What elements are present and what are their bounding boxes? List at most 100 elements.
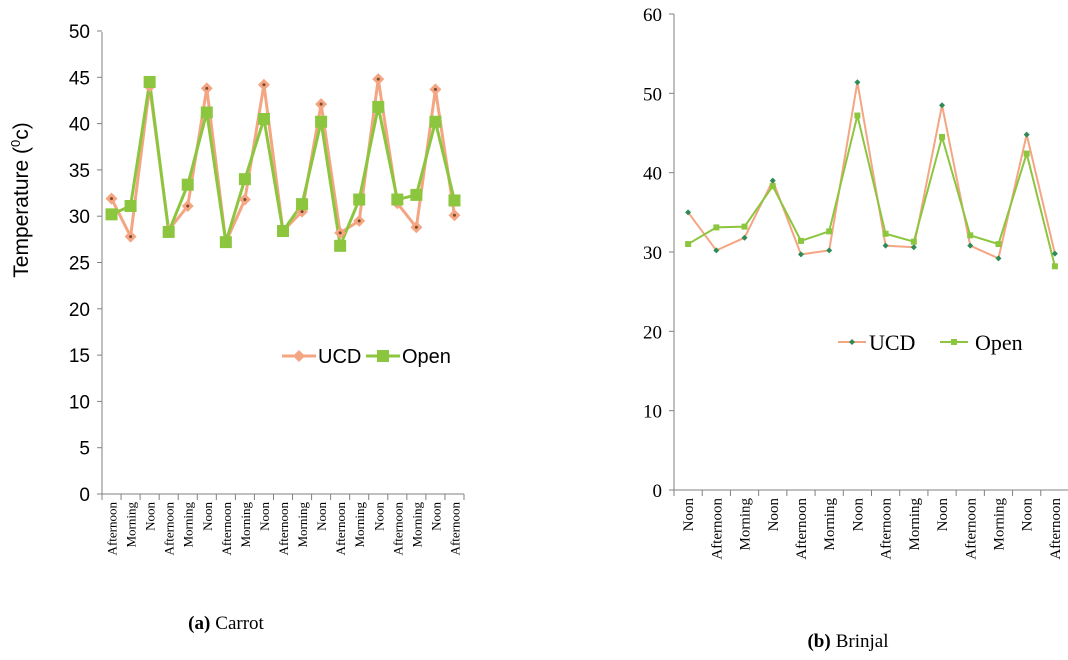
data-point-ucd: [1051, 250, 1058, 257]
legend-open-label: Open: [975, 330, 1023, 355]
data-point-center: [205, 86, 209, 90]
legend-ucd-marker: [849, 339, 855, 345]
data-point-center: [129, 235, 133, 239]
x-tick-label: Afternoon: [794, 498, 810, 560]
y-tick-label: 0: [79, 485, 90, 506]
x-tick-label: Noon: [1020, 498, 1036, 532]
data-point-open: [277, 225, 289, 238]
data-point-ucd: [826, 247, 833, 254]
y-tick-label: 0: [653, 481, 663, 502]
legend: UCD Open: [838, 330, 1023, 355]
data-point-open: [797, 237, 804, 244]
y-tick-label: 40: [643, 164, 662, 185]
series-line-ucd: [110, 78, 456, 248]
data-point-open: [238, 173, 251, 186]
data-point-open: [769, 183, 776, 190]
caption-carrot: (a) Carrot: [188, 613, 264, 634]
data-point-open: [200, 106, 213, 119]
data-point-ucd: [713, 247, 720, 254]
data-point-open: [910, 238, 917, 245]
chart-carrot: 0 5 10 15 20 25 30 35 40 45 50 Afternoon Morning Noo…: [8, 22, 465, 634]
x-tick-label: Afternoon: [963, 498, 979, 560]
x-tick-label: Afternoon: [276, 502, 291, 556]
x-tick-label: Afternoon: [333, 502, 348, 556]
y-tick-label: 20: [643, 322, 662, 343]
data-point-center: [357, 219, 361, 223]
x-tick-label: Noon: [850, 498, 866, 532]
legend-open-marker: [377, 350, 389, 362]
data-point-open: [741, 223, 748, 230]
data-point-open: [448, 194, 461, 207]
series-line-open: [687, 115, 1056, 267]
x-tick-label: Noon: [143, 502, 158, 531]
data-point-open: [257, 112, 270, 125]
y-tick-label: 25: [69, 254, 90, 275]
data-point-open: [296, 198, 309, 211]
data-point-center: [319, 102, 323, 106]
data-point-open: [967, 232, 974, 239]
data-point-ucd: [939, 102, 946, 109]
data-point-ucd: [882, 242, 889, 249]
data-point-open: [939, 133, 946, 140]
data-point-open: [713, 224, 720, 231]
data-point-center: [414, 225, 418, 229]
x-tick-label: Morning: [124, 502, 139, 548]
y-tick-label: 40: [69, 115, 90, 136]
x-tick-label: Morning: [991, 498, 1007, 551]
data-point-open: [882, 230, 889, 237]
data-point-open: [391, 193, 404, 206]
data-point-open: [826, 228, 833, 235]
x-tick-label: Noon: [428, 502, 443, 531]
data-point-open: [854, 112, 861, 119]
data-point-open: [315, 115, 328, 128]
x-tick-label: Afternoon: [390, 502, 405, 556]
x-tick-label: Afternoon: [105, 502, 120, 556]
y-tick-label: 60: [643, 5, 662, 26]
data-point-ucd: [685, 209, 692, 216]
data-point-open: [219, 236, 232, 249]
x-tick-label: Noon: [681, 498, 697, 532]
y-tick-label: 15: [69, 346, 90, 367]
y-tick-label: 30: [69, 207, 90, 228]
data-point-open: [162, 225, 175, 238]
caption-brinjal: (b) Brinjal: [807, 631, 888, 652]
y-tick-label: 50: [643, 84, 662, 105]
data-point-open: [353, 193, 366, 206]
x-tick-label: Noon: [766, 498, 782, 532]
y-tick-label: 35: [69, 161, 90, 182]
data-point-open: [995, 241, 1002, 248]
data-point-ucd: [769, 177, 776, 184]
x-tick-label: Noon: [314, 502, 329, 531]
series-line-ucd: [687, 82, 1056, 260]
data-point-ucd: [741, 234, 748, 241]
data-point-center: [338, 231, 342, 235]
y-tick-label: 45: [69, 68, 90, 89]
legend-ucd-marker: [293, 350, 305, 362]
data-point-center: [110, 197, 114, 201]
data-point-center: [376, 77, 380, 81]
data-point-open: [105, 208, 118, 221]
data-point-open: [429, 115, 442, 128]
data-point-open: [181, 178, 194, 191]
legend-ucd-label: UCD: [869, 330, 915, 355]
x-tick-label: Morning: [352, 502, 367, 548]
x-tick-label: Noon: [371, 502, 386, 531]
y-tick-label: 20: [69, 300, 90, 321]
legend-ucd-label: UCD: [318, 346, 361, 368]
x-tick-label: Morning: [409, 502, 424, 548]
y-tick-label: 50: [69, 22, 90, 43]
x-tick-label: Morning: [238, 502, 253, 548]
x-tick-label: Afternoon: [219, 502, 234, 556]
data-point-center: [186, 204, 190, 208]
legend: UCD Open: [282, 346, 451, 368]
data-point-open: [410, 188, 423, 201]
legend-open-marker: [951, 339, 957, 345]
y-axis-title: Temperature (0c): [8, 122, 33, 277]
data-point-open: [143, 75, 156, 88]
x-tick-label: Afternoon: [709, 498, 725, 560]
y-tick-label: 10: [643, 402, 662, 423]
chart-brinjal: 0 10 20 30 40 50 60 Noon Afternoon Morning Noon Af…: [643, 5, 1068, 652]
data-point-center: [433, 87, 437, 91]
data-point-ucd: [797, 251, 804, 258]
